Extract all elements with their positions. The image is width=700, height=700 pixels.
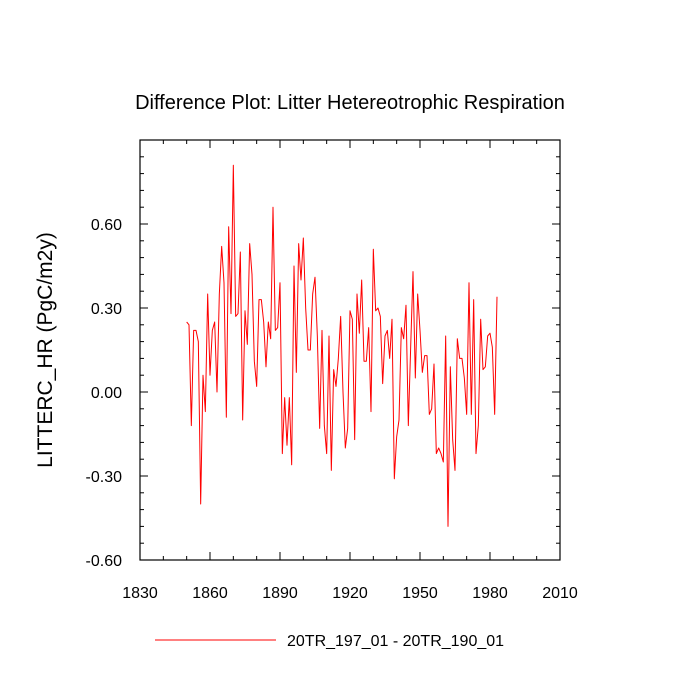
series-line [186, 164, 498, 527]
y-tick-label: 0.60 [91, 217, 122, 234]
x-tick-label: 1860 [192, 585, 228, 602]
x-tick-label: 1920 [332, 585, 368, 602]
x-axis: 1830 1860 1890 1920 1950 1980 2010 [122, 140, 578, 602]
y-tick-label: 0.00 [91, 385, 122, 402]
x-tick-label: 1980 [472, 585, 508, 602]
y-tick-label: 0.30 [91, 301, 122, 318]
legend: 20TR_197_01 - 20TR_190_01 [155, 633, 504, 650]
y-axis: -0.60 -0.30 0.00 0.30 0.60 [86, 156, 560, 570]
y-tick-label: -0.60 [86, 553, 123, 570]
x-tick-label: 1890 [262, 585, 298, 602]
x-tick-label: 1950 [402, 585, 438, 602]
plot-frame [139, 139, 561, 561]
x-tick-label: 2010 [542, 585, 578, 602]
y-axis-label: LITTERC_HR (PgC/m2y) [34, 232, 57, 468]
x-tick-label: 1830 [122, 585, 158, 602]
y-tick-label: -0.30 [86, 469, 123, 486]
chart-title: Difference Plot: Litter Hetereotrophic R… [135, 92, 565, 114]
legend-label: 20TR_197_01 - 20TR_190_01 [287, 633, 504, 650]
series-group [186, 164, 498, 527]
